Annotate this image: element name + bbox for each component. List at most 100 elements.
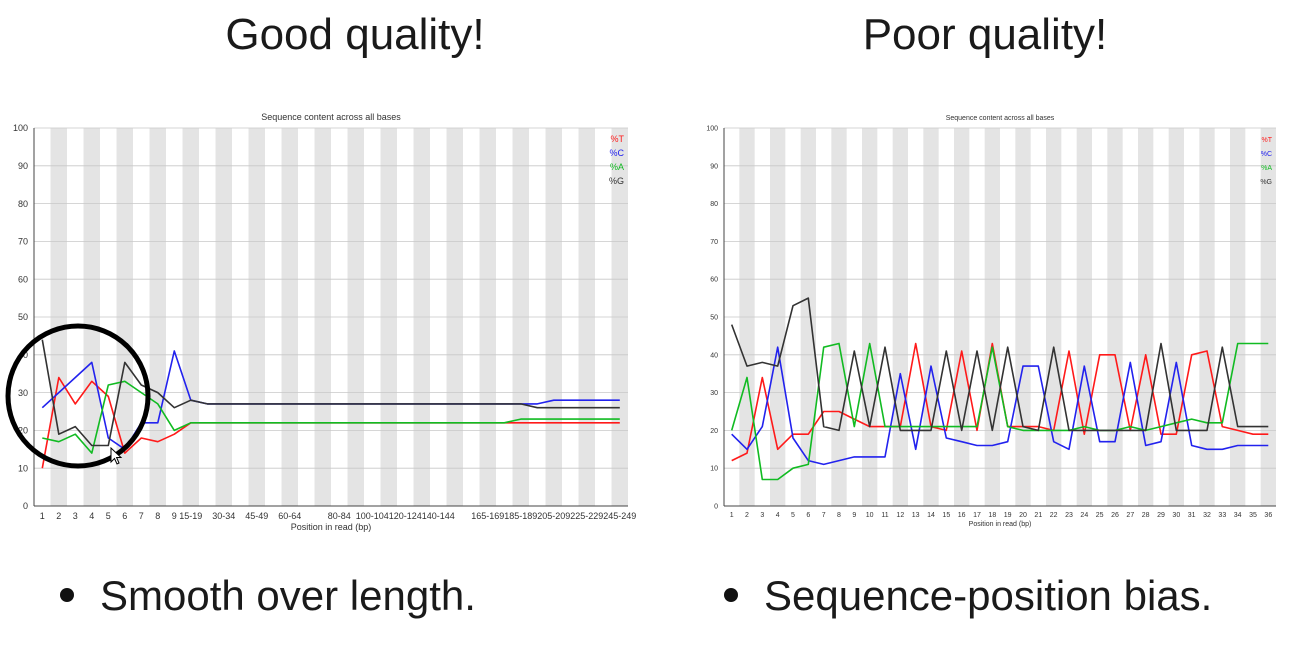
x-tick-label: 30-34 — [212, 511, 235, 521]
x-tick-label: 21 — [1034, 512, 1042, 519]
x-tick-label: 30 — [1172, 512, 1180, 519]
x-tick-label: 205-209 — [537, 511, 570, 521]
x-tick-label: 33 — [1218, 512, 1226, 519]
x-tick-label: 16 — [958, 512, 966, 519]
x-tick-label: 14 — [927, 512, 935, 519]
x-tick-label: 185-189 — [504, 511, 537, 521]
bullet-dot-icon — [60, 587, 74, 602]
x-tick-label: 1 — [730, 512, 734, 519]
y-tick-label: 60 — [18, 274, 28, 284]
x-tick-label: 7 — [139, 511, 144, 521]
y-tick-label: 100 — [13, 123, 28, 133]
legend-entry: %A — [610, 162, 624, 172]
bullet-dot-icon — [724, 587, 738, 602]
bullet-text: Sequence-position bias. — [764, 572, 1213, 619]
x-tick-label: 80-84 — [328, 511, 351, 521]
chart-title: Sequence content across all bases — [946, 115, 1055, 122]
heading-good-quality: Good quality! — [225, 10, 485, 59]
legend-entry: %G — [609, 176, 624, 186]
x-tick-label: 9 — [172, 511, 177, 521]
x-tick-label: 60-64 — [278, 511, 301, 521]
bullet-bias: Sequence-position bias. — [724, 572, 1212, 620]
x-tick-label: 225-229 — [570, 511, 603, 521]
x-tick-label: 36 — [1264, 512, 1272, 519]
y-tick-label: 10 — [710, 466, 718, 473]
legend-entry: %C — [1261, 151, 1272, 158]
y-tick-label: 30 — [18, 388, 28, 398]
chart-title: Sequence content across all bases — [261, 112, 401, 122]
bullet-text: Smooth over length. — [100, 572, 476, 619]
x-tick-label: 140-144 — [422, 511, 455, 521]
x-tick-label: 23 — [1065, 512, 1073, 519]
y-tick-label: 80 — [18, 199, 28, 209]
x-tick-label: 24 — [1080, 512, 1088, 519]
x-tick-label: 18 — [988, 512, 996, 519]
x-tick-label: 25 — [1096, 512, 1104, 519]
x-tick-label: 22 — [1050, 512, 1058, 519]
x-axis-label: Position in read (bp) — [291, 522, 372, 532]
x-tick-label: 4 — [89, 511, 94, 521]
x-tick-label: 15-19 — [179, 511, 202, 521]
x-tick-label: 17 — [973, 512, 981, 519]
bullet-smooth: Smooth over length. — [60, 572, 476, 620]
y-tick-label: 40 — [18, 350, 28, 360]
x-tick-label: 35 — [1249, 512, 1257, 519]
x-tick-label: 32 — [1203, 512, 1211, 519]
legend-entry: %T — [611, 134, 625, 144]
y-tick-label: 100 — [706, 125, 718, 132]
y-tick-label: 70 — [710, 239, 718, 246]
x-tick-label: 31 — [1188, 512, 1196, 519]
x-tick-label: 6 — [122, 511, 127, 521]
x-tick-label: 9 — [852, 512, 856, 519]
x-tick-label: 245-249 — [603, 511, 636, 521]
legend-entry: %A — [1261, 165, 1272, 172]
x-tick-label: 100-104 — [356, 511, 389, 521]
y-tick-label: 60 — [710, 277, 718, 284]
x-tick-label: 120-124 — [389, 511, 422, 521]
x-tick-label: 8 — [155, 511, 160, 521]
chart-good-quality: 0 10 20 30 40 50 60 70 80 90 100 1 2 3 4 5 6 7 8 9 15-19 30-3… — [13, 112, 636, 532]
legend-entry: %C — [609, 148, 624, 158]
x-tick-label: 3 — [760, 512, 764, 519]
series-line-c — [731, 346, 1269, 466]
x-tick-label: 165-169 — [471, 511, 504, 521]
x-tick-label: 11 — [881, 512, 888, 519]
y-tick-label: 0 — [23, 501, 28, 511]
x-tick-label: 5 — [106, 511, 111, 521]
x-tick-label: 10 — [866, 512, 874, 519]
x-tick-label: 27 — [1126, 512, 1134, 519]
x-tick-label: 1 — [40, 511, 45, 521]
legend-entry: %T — [1262, 137, 1273, 144]
x-tick-label: 34 — [1234, 512, 1242, 519]
x-tick-label: 7 — [822, 512, 826, 519]
x-tick-label: 29 — [1157, 512, 1165, 519]
y-tick-label: 20 — [18, 426, 28, 436]
series-line-g — [730, 297, 1269, 432]
x-tick-label: 13 — [912, 512, 920, 519]
x-tick-label: 20 — [1019, 512, 1027, 519]
x-tick-label: 19 — [1004, 512, 1012, 519]
x-tick-label: 4 — [776, 512, 780, 519]
heading-poor-quality: Poor quality! — [862, 10, 1108, 59]
y-tick-label: 50 — [18, 312, 28, 322]
x-tick-label: 26 — [1111, 512, 1119, 519]
y-tick-label: 40 — [710, 352, 718, 359]
x-tick-label: 5 — [791, 512, 795, 519]
legend-entry: %G — [1260, 179, 1272, 186]
y-tick-label: 20 — [710, 428, 718, 435]
x-tick-label: 2 — [56, 511, 61, 521]
y-tick-label: 80 — [710, 201, 718, 208]
y-tick-label: 50 — [710, 314, 718, 321]
x-tick-label: 12 — [896, 512, 904, 519]
x-tick-label: 2 — [745, 512, 749, 519]
y-tick-label: 30 — [710, 390, 718, 397]
y-tick-label: 90 — [710, 163, 718, 170]
x-tick-label: 6 — [806, 512, 810, 519]
x-tick-label: 28 — [1142, 512, 1150, 519]
x-tick-label: 45-49 — [245, 511, 268, 521]
x-axis-label: Position in read (bp) — [969, 521, 1032, 528]
y-tick-label: 70 — [18, 237, 28, 247]
x-tick-label: 15 — [942, 512, 950, 519]
y-tick-label: 0 — [714, 503, 718, 510]
